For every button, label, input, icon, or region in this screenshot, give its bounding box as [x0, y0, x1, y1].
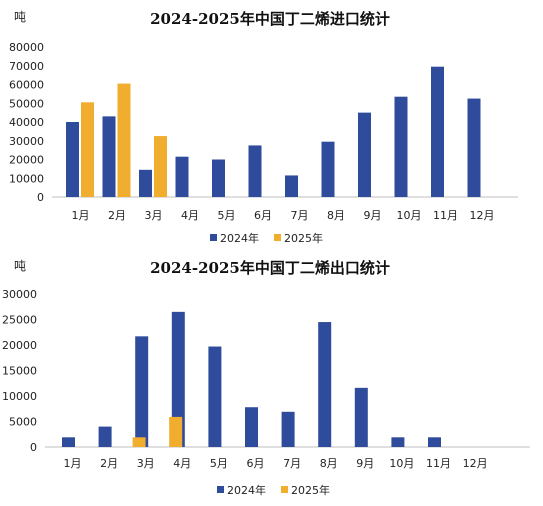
x-tick-label: 5月: [210, 457, 228, 470]
x-tick-label: 3月: [137, 457, 155, 470]
x-tick-label: 4月: [181, 209, 199, 222]
y-tick-label: 40000: [9, 116, 44, 129]
bar-2025-1月: [81, 102, 94, 197]
x-tick-label: 6月: [247, 457, 265, 470]
y-tick-label: 10000: [2, 390, 37, 403]
y-tick-label: 20000: [9, 154, 44, 167]
chart-title: 2024-2025年中国丁二烯进口统计: [150, 10, 390, 28]
y-tick-label: 20000: [2, 339, 37, 352]
bar-2024-11月: [428, 437, 441, 447]
x-tick-label: 8月: [327, 209, 345, 222]
x-tick-label: 10月: [389, 457, 414, 470]
legend-swatch: [281, 486, 288, 493]
bar-2025-2月: [117, 83, 131, 197]
y-tick-label: 0: [30, 441, 37, 454]
bar-2024-10月: [391, 437, 405, 447]
bar-2025-3月: [169, 416, 183, 447]
import-chart: 2024-2025年中国丁二烯进口统计 吨 0 10000 20000 30000 40…: [9, 10, 518, 245]
chart-title: 2024-2025年中国丁二烯出口统计: [150, 259, 390, 277]
plot-area: 0 10000 20000 30000 40000 50000 60000 70000 8000…: [9, 41, 518, 245]
x-tick-label: 2月: [108, 209, 126, 222]
bar-2024-5月: [212, 159, 225, 197]
legend-swatch: [274, 234, 281, 241]
bar-2024-3月: [135, 336, 149, 447]
y-tick-label: 30000: [9, 135, 44, 148]
bar-2024-4月: [171, 311, 185, 447]
x-tick-label: 9月: [364, 209, 382, 222]
bar-2024-10月: [394, 96, 408, 197]
bar-2024-2月: [102, 116, 116, 197]
legend-label: 2024年: [220, 231, 259, 245]
export-chart: 2024-2025年中国丁二烯出口统计 吨 0 5000 10000 15000 200…: [2, 259, 530, 497]
x-tick-label: 11月: [433, 209, 458, 222]
bar-2024-7月: [281, 411, 295, 447]
bar-2024-1月: [62, 437, 75, 447]
x-tick-label: 7月: [291, 209, 309, 222]
bar-2024-4月: [175, 156, 189, 197]
y-tick-label: 30000: [2, 288, 37, 301]
legend-label: 2024年: [227, 483, 266, 497]
bar-2024-8月: [321, 141, 335, 197]
bar-2025-2月: [132, 437, 146, 447]
bar-2024-6月: [245, 407, 258, 447]
y-tick-label: 0: [37, 191, 44, 204]
y-tick-label: 50000: [9, 97, 44, 110]
legend-label: 2025年: [284, 231, 323, 245]
y-tick-label: 5000: [9, 416, 37, 429]
x-tick-label: 2月: [100, 457, 118, 470]
legend-label: 2025年: [291, 483, 330, 497]
bar-2024-11月: [431, 66, 444, 197]
x-tick-label: 6月: [254, 209, 272, 222]
y-axis-unit: 吨: [14, 259, 26, 273]
bar-2024-9月: [358, 112, 371, 197]
x-tick-label: 8月: [320, 457, 338, 470]
x-tick-label: 11月: [426, 457, 451, 470]
legend-swatch: [210, 234, 217, 241]
y-tick-label: 60000: [9, 79, 44, 92]
x-tick-label: 1月: [64, 457, 82, 470]
x-tick-label: 5月: [218, 209, 236, 222]
bar-2024-12月: [467, 98, 481, 197]
bar-2024-7月: [285, 175, 298, 197]
y-axis-unit: 吨: [14, 10, 26, 24]
plot-area: 0 5000 10000 15000 20000 25000 30000 1月 2月 3月 4月 5月…: [2, 288, 530, 497]
x-tick-label: 7月: [283, 457, 301, 470]
bar-2024-8月: [318, 322, 332, 447]
y-tick-label: 25000: [2, 314, 37, 327]
x-tick-label: 9月: [356, 457, 374, 470]
x-tick-label: 3月: [145, 209, 163, 222]
bar-2024-1月: [66, 122, 79, 197]
bar-2025-3月: [154, 136, 167, 197]
bar-2024-3月: [139, 169, 152, 197]
y-tick-label: 70000: [9, 60, 44, 73]
x-tick-label: 4月: [173, 457, 191, 470]
bar-2024-6月: [248, 145, 262, 197]
bar-2024-2月: [98, 426, 112, 447]
y-tick-label: 15000: [2, 365, 37, 378]
bar-2024-9月: [354, 387, 368, 447]
x-tick-label: 10月: [397, 209, 422, 222]
x-tick-label: 12月: [463, 457, 488, 470]
x-tick-label: 1月: [72, 209, 90, 222]
y-tick-label: 10000: [9, 172, 44, 185]
y-tick-label: 80000: [9, 41, 44, 54]
bar-2024-5月: [208, 346, 222, 447]
legend-swatch: [217, 486, 224, 493]
x-tick-label: 12月: [470, 209, 495, 222]
